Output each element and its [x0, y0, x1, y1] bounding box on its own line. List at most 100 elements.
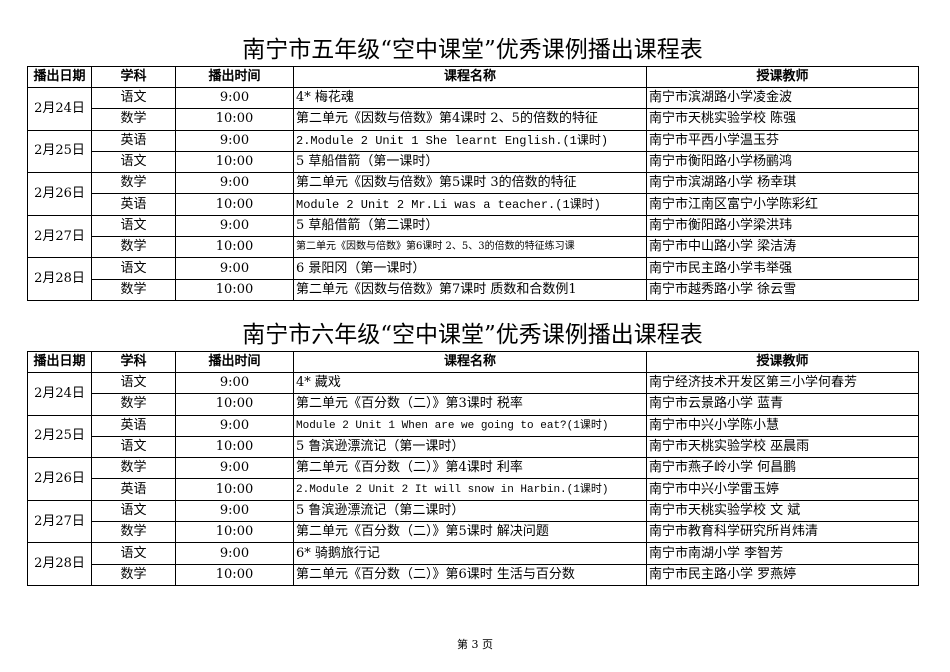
page-number: 第 3 页 [457, 638, 493, 651]
teacher-cell: 南宁市教育科学研究所肖炜清 [646, 521, 919, 544]
course-cell: 2.Module 2 Unit 2 It will snow in Harbin… [293, 478, 647, 501]
header-subject: 学科 [91, 351, 176, 373]
header-row: 播出日期 学科 播出时间 课程名称 授课教师 [27, 66, 919, 88]
subject-cell: 语文 [91, 371, 176, 395]
course-cell: 4* 梅花魂 [293, 86, 647, 110]
time-cell: 9:00 [175, 257, 294, 280]
teacher-cell: 南宁市中兴小学陈小慧 [646, 414, 919, 437]
course-cell: 第二单元《百分数（二）》第6课时 生活与百分数 [293, 563, 647, 586]
table-row: 2月25日 英语 9:00 2.Module 2 Unit 1 She learnt … [27, 129, 919, 174]
table-title-grade5: 南宁市五年级“空中课堂”优秀课例播出课程表 [242, 37, 703, 63]
subject-cell: 数学 [91, 563, 176, 586]
time-cell: 9:00 [175, 542, 294, 565]
teacher-cell: 南宁市燕子岭小学 何昌鹏 [646, 457, 919, 480]
subject-cell: 英语 [91, 414, 176, 437]
course-cell: 5 草船借箭（第一课时） [293, 150, 647, 174]
time-cell: 9:00 [175, 414, 294, 437]
table-row: 2月28日 语文 9:00 6* 骑鹅旅行记 南宁市南湖小学 李智芳 [27, 542, 919, 586]
course-cell: 第二单元《因数与倍数》第4课时 2、5的倍数的特征 [293, 108, 647, 131]
teacher-cell: 南宁市衡阳路小学梁洪玮 [646, 214, 919, 238]
time-cell: 9:00 [175, 129, 294, 152]
table-row: 数学 10:00 第二单元《百分数（二）》第3课时 税率 南宁市云景路小学 蓝青 [28, 393, 919, 416]
table-row: 2月27日 语文 9:00 5 鲁滨逊漂流记（第二课时） 南宁市天桃实验学校 文 斌 [27, 499, 919, 544]
time-cell: 10:00 [175, 563, 294, 586]
table-row: 语文 10:00 5 鲁滨逊漂流记（第一课时） 南宁市天桃实验学校 巫晨雨 [28, 435, 919, 459]
subject-cell: 数学 [91, 457, 176, 480]
course-cell: 第二单元《因数与倍数》第5课时 3的倍数的特征 [293, 172, 647, 195]
subject-cell: 语文 [91, 542, 176, 565]
course-cell: 6 景阳冈（第一课时） [293, 257, 647, 280]
course-cell: 第二单元《百分数（二）》第5课时 解决问题 [293, 521, 647, 544]
subject-cell: 语文 [91, 257, 176, 280]
teacher-cell: 南宁市衡阳路小学杨鹂鸿 [646, 150, 919, 174]
course-cell: 5 草船借箭（第二课时） [293, 214, 647, 238]
header-time: 播出时间 [175, 351, 294, 373]
table-row: 数学 10:00 第二单元《因数与倍数》第4课时 2、5的倍数的特征 南宁市天桃实验学… [28, 108, 919, 131]
subject-cell: 英语 [91, 478, 176, 501]
table-row: 2月26日 数学 9:00 第二单元《因数与倍数》第5课时 3的倍数的特征 南宁市滨湖路… [27, 172, 919, 216]
subject-cell: 数学 [91, 108, 176, 131]
time-cell: 10:00 [175, 108, 294, 131]
time-cell: 10:00 [175, 521, 294, 544]
table-row: 2月25日 英语 9:00 Module 2 Unit 1 When are we g… [27, 414, 919, 459]
header-teacher: 授课教师 [646, 66, 919, 88]
header-subject: 学科 [91, 66, 176, 88]
course-cell: 第二单元《因数与倍数》第7课时 质数和合数例1 [293, 278, 647, 301]
teacher-cell: 南宁市平西小学温玉芬 [646, 129, 919, 152]
subject-cell: 数学 [91, 393, 176, 416]
teacher-cell: 南宁市民主路小学 罗燕婷 [646, 563, 919, 586]
teacher-cell: 南宁市民主路小学韦举强 [646, 257, 919, 280]
subject-cell: 语文 [91, 150, 176, 174]
teacher-cell: 南宁市滨湖路小学凌金波 [646, 86, 919, 110]
date-cell: 2月28日 [27, 257, 92, 301]
date-cell: 2月24日 [27, 87, 92, 131]
course-cell: Module 2 Unit 2 Mr.Li was a teacher.(1课时… [293, 193, 647, 216]
time-cell: 9:00 [175, 371, 294, 395]
time-cell: 9:00 [175, 457, 294, 480]
time-cell: 9:00 [175, 172, 294, 195]
table-row: 数学 10:00 第二单元《百分数（二）》第5课时 解决问题 南宁市教育科学研究所肖炜… [28, 521, 919, 544]
date-cell: 2月24日 [27, 372, 92, 416]
teacher-cell: 南宁经济技术开发区第三小学何春芳 [646, 371, 919, 395]
teacher-cell: 南宁市江南区富宁小学陈彩红 [646, 193, 919, 216]
date-cell: 2月26日 [27, 457, 92, 501]
subject-cell: 数学 [91, 172, 176, 195]
subject-cell: 数学 [91, 236, 176, 259]
course-cell: 6* 骑鹅旅行记 [293, 542, 647, 565]
date-cell: 2月26日 [27, 172, 92, 216]
date-cell: 2月25日 [27, 129, 92, 174]
schedule-table-grade5: 播出日期 学科 播出时间 课程名称 授课教师 2月24日 语文 9:00 4* 梅花魂 南宁市滨湖… [27, 66, 919, 301]
course-cell: 2.Module 2 Unit 1 She learnt English.(1课… [293, 129, 647, 152]
course-cell: 5 鲁滨逊漂流记（第二课时） [293, 499, 647, 523]
teacher-cell: 南宁市南湖小学 李智芳 [646, 542, 919, 565]
course-cell: 4* 藏戏 [293, 371, 647, 395]
time-cell: 10:00 [175, 236, 294, 259]
table-row: 2月26日 数学 9:00 第二单元《百分数（二）》第4课时 利率 南宁市燕子岭小学 何… [27, 457, 919, 501]
course-cell: 第二单元《因数与倍数》第6课时 2、5、3的倍数的特征练习课 [293, 236, 647, 259]
course-cell: 第二单元《百分数（二）》第3课时 税率 [293, 393, 647, 416]
subject-cell: 数学 [91, 278, 176, 301]
teacher-cell: 南宁市天桃实验学校 文 斌 [646, 499, 919, 523]
header-time: 播出时间 [175, 66, 294, 88]
subject-cell: 语文 [91, 214, 176, 238]
teacher-cell: 南宁市中兴小学雷玉婷 [646, 478, 919, 501]
table-row: 数学 10:00 第二单元《因数与倍数》第7课时 质数和合数例1 南宁市越秀路小学 徐… [28, 278, 919, 301]
date-cell: 2月28日 [27, 542, 92, 586]
course-cell: Module 2 Unit 1 When are we going to eat… [293, 414, 647, 437]
table-row: 英语 10:00 Module 2 Unit 2 Mr.Li was a teach… [28, 193, 919, 216]
table-row: 英语 10:00 2.Module 2 Unit 2 It will snow in… [28, 478, 919, 501]
schedule-table-grade6: 播出日期 学科 播出时间 课程名称 授课教师 2月24日 语文 9:00 4* 藏戏 南宁经济技术… [27, 351, 919, 586]
time-cell: 10:00 [175, 393, 294, 416]
subject-cell: 英语 [91, 129, 176, 152]
teacher-cell: 南宁市滨湖路小学 杨幸琪 [646, 172, 919, 195]
time-cell: 10:00 [175, 435, 294, 459]
course-cell: 5 鲁滨逊漂流记（第一课时） [293, 435, 647, 459]
time-cell: 10:00 [175, 193, 294, 216]
date-cell: 2月27日 [27, 499, 92, 544]
header-course: 课程名称 [293, 351, 647, 373]
table-row: 数学 10:00 第二单元《因数与倍数》第6课时 2、5、3的倍数的特征练习课 南宁市… [28, 236, 919, 259]
subject-cell: 数学 [91, 521, 176, 544]
time-cell: 10:00 [175, 150, 294, 174]
teacher-cell: 南宁市越秀路小学 徐云雪 [646, 278, 919, 301]
time-cell: 10:00 [175, 278, 294, 301]
